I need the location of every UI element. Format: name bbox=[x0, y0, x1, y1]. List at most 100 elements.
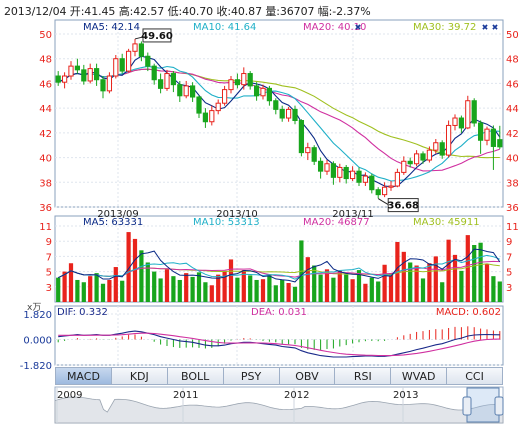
candle-body bbox=[465, 100, 471, 129]
tab-psy[interactable]: PSY bbox=[223, 367, 280, 385]
volume-bar bbox=[491, 276, 496, 302]
price-y-tick-right: 40 bbox=[506, 154, 519, 165]
volume-bar bbox=[273, 285, 278, 302]
candle-body bbox=[234, 79, 241, 86]
overview-left-handle[interactable] bbox=[462, 396, 472, 416]
volume-unit-label: x万 bbox=[27, 303, 41, 313]
price-ma20-label: MA20: 40.10 bbox=[303, 22, 366, 33]
volume-bar bbox=[196, 272, 202, 302]
tab-rsi[interactable]: RSI bbox=[335, 367, 392, 385]
overview-year-label: 2009 bbox=[57, 390, 82, 401]
tab-wvad[interactable]: WVAD bbox=[391, 367, 448, 385]
tab-macd[interactable]: MACD bbox=[55, 367, 112, 385]
price-y-tick-left: 40 bbox=[39, 154, 52, 165]
low-marker-label: 36.68 bbox=[387, 201, 419, 212]
candle-body bbox=[202, 112, 209, 123]
candle-body bbox=[433, 142, 439, 151]
volume-bar bbox=[228, 259, 234, 302]
volume-bar bbox=[337, 270, 342, 302]
low-marker-leader bbox=[377, 198, 389, 206]
macd-dea-line bbox=[58, 332, 500, 357]
candle-body bbox=[119, 58, 125, 72]
candle-body bbox=[394, 171, 401, 187]
volume-bar bbox=[280, 279, 285, 302]
volume-bar bbox=[241, 270, 246, 302]
price-y-tick-left: 50 bbox=[39, 30, 52, 41]
low-marker-box bbox=[387, 198, 419, 213]
volume-y-tick-left: 5 bbox=[46, 268, 52, 279]
price-y-tick-right: 42 bbox=[506, 129, 519, 140]
volume-ma5-line bbox=[57, 248, 501, 283]
volume-bar bbox=[318, 274, 323, 302]
volume-bar bbox=[152, 271, 157, 302]
candle-body bbox=[490, 128, 497, 147]
candle-body bbox=[151, 65, 157, 81]
quote-header: 2013/12/04 开:41.45 高:42.57 低:40.70 收:40.… bbox=[4, 5, 371, 18]
volume-bar bbox=[260, 279, 266, 302]
candle-body bbox=[189, 85, 196, 98]
volume-bar bbox=[420, 278, 426, 302]
candle-body bbox=[343, 166, 349, 180]
candle-body bbox=[477, 122, 484, 141]
volume-bar bbox=[401, 251, 406, 302]
price-ma5-line bbox=[57, 55, 501, 188]
volume-bar bbox=[248, 275, 253, 302]
overview-year-label: 2012 bbox=[284, 390, 309, 401]
volume-y-tick-left: 7 bbox=[46, 252, 52, 263]
volume-y-tick-right: 5 bbox=[506, 268, 512, 279]
candle-body bbox=[298, 120, 305, 154]
high-marker-label: 49.60 bbox=[141, 31, 173, 42]
overview-right-handle[interactable] bbox=[494, 396, 504, 416]
volume-bar bbox=[190, 276, 195, 302]
candle-body bbox=[61, 75, 68, 83]
volume-bar bbox=[414, 265, 419, 302]
volume-bar bbox=[408, 262, 413, 302]
volume-bar bbox=[113, 267, 118, 302]
candle-body bbox=[375, 189, 381, 196]
candle-body bbox=[55, 75, 61, 83]
event-marker-icon: ✖ bbox=[355, 23, 362, 32]
volume-bar bbox=[292, 286, 298, 302]
candle-body bbox=[221, 89, 228, 104]
candle-body bbox=[157, 79, 164, 89]
candle-body bbox=[407, 160, 413, 165]
indicator-tabs: MACD KDJ BOLL PSY OBV RSI WVAD CCI bbox=[55, 367, 503, 385]
volume-bar bbox=[452, 254, 458, 302]
candle-body bbox=[81, 69, 87, 82]
volume-bar bbox=[440, 282, 445, 302]
price-x-tick: 2013/10 bbox=[216, 209, 258, 220]
volume-bar bbox=[363, 283, 368, 302]
event-marker-icon: ✖ bbox=[492, 23, 499, 32]
candle-body bbox=[471, 100, 477, 124]
volume-y-tick-right: 9 bbox=[506, 237, 512, 248]
candle-body bbox=[215, 102, 221, 112]
candle-body bbox=[177, 84, 183, 97]
volume-bar bbox=[139, 250, 144, 302]
candle-body bbox=[426, 149, 433, 161]
overview-history-area bbox=[54, 396, 504, 424]
volume-bar bbox=[184, 273, 189, 302]
candle-body bbox=[285, 108, 292, 119]
volume-bar bbox=[376, 281, 381, 302]
candle-body bbox=[132, 43, 138, 52]
candle-body bbox=[381, 186, 388, 196]
candle-body bbox=[349, 170, 356, 180]
volume-bar bbox=[286, 283, 291, 302]
candle-body bbox=[273, 100, 279, 110]
tab-boll[interactable]: BOLL bbox=[167, 367, 224, 385]
tab-obv[interactable]: OBV bbox=[279, 367, 336, 385]
overview-year-label: 2011 bbox=[173, 390, 198, 401]
candle-body bbox=[452, 117, 458, 126]
price-y-tick-right: 50 bbox=[506, 30, 519, 41]
candle-body bbox=[87, 68, 93, 82]
volume-bar bbox=[132, 238, 138, 302]
candle-body bbox=[68, 65, 74, 77]
volume-y-tick-left: 9 bbox=[46, 237, 52, 248]
candle-body bbox=[183, 85, 189, 97]
tab-cci[interactable]: CCI bbox=[447, 367, 503, 385]
volume-bar bbox=[94, 273, 99, 302]
tab-kdj[interactable]: KDJ bbox=[111, 367, 168, 385]
macd-y-tick: -1.820 bbox=[20, 361, 52, 372]
